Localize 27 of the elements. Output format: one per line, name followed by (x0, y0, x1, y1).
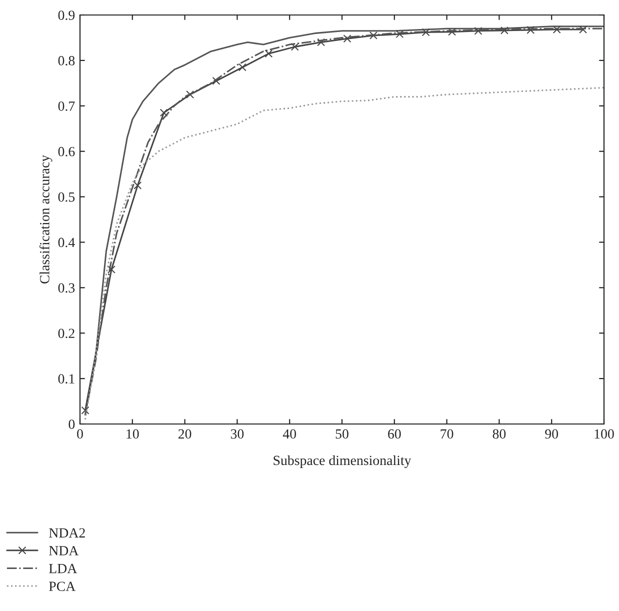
x-tick-label: 70 (440, 429, 454, 439)
legend-label: NDA (49, 546, 79, 556)
x-tick-label: 40 (282, 429, 296, 439)
y-axis-title: Classification accuracy (39, 154, 52, 284)
y-tick-label: 0 (68, 420, 75, 429)
x-tick-label: 60 (388, 429, 401, 439)
x-tick-label: 10 (126, 429, 139, 439)
y-tick-label: 0.8 (58, 56, 75, 66)
x-tick-label: 80 (492, 429, 506, 439)
legend-label: LDA (49, 564, 78, 574)
x-tick-label: 100 (594, 429, 614, 439)
x-tick-label: 0 (77, 429, 83, 439)
y-tick-label: 0.1 (58, 374, 74, 384)
x-tick-label: 20 (178, 429, 192, 439)
y-tick-label: 0.3 (58, 283, 75, 293)
y-tick-label: 0.7 (58, 101, 75, 111)
y-tick-label: 0.4 (58, 238, 75, 248)
x-tick-label: 50 (336, 429, 348, 439)
y-tick-label: 0.2 (58, 328, 74, 338)
legend-label: PCA (49, 582, 76, 592)
x-tick-label: 30 (230, 429, 244, 439)
y-tick-label: 0.5 (58, 192, 75, 202)
x-tick-label: 90 (545, 429, 558, 439)
legend-label: NDA2 (49, 528, 85, 538)
y-tick-label: 0.6 (58, 146, 75, 156)
x-axis-title: Subspace dimensionality (274, 455, 412, 468)
y-tick-label: 0.9 (58, 10, 75, 20)
